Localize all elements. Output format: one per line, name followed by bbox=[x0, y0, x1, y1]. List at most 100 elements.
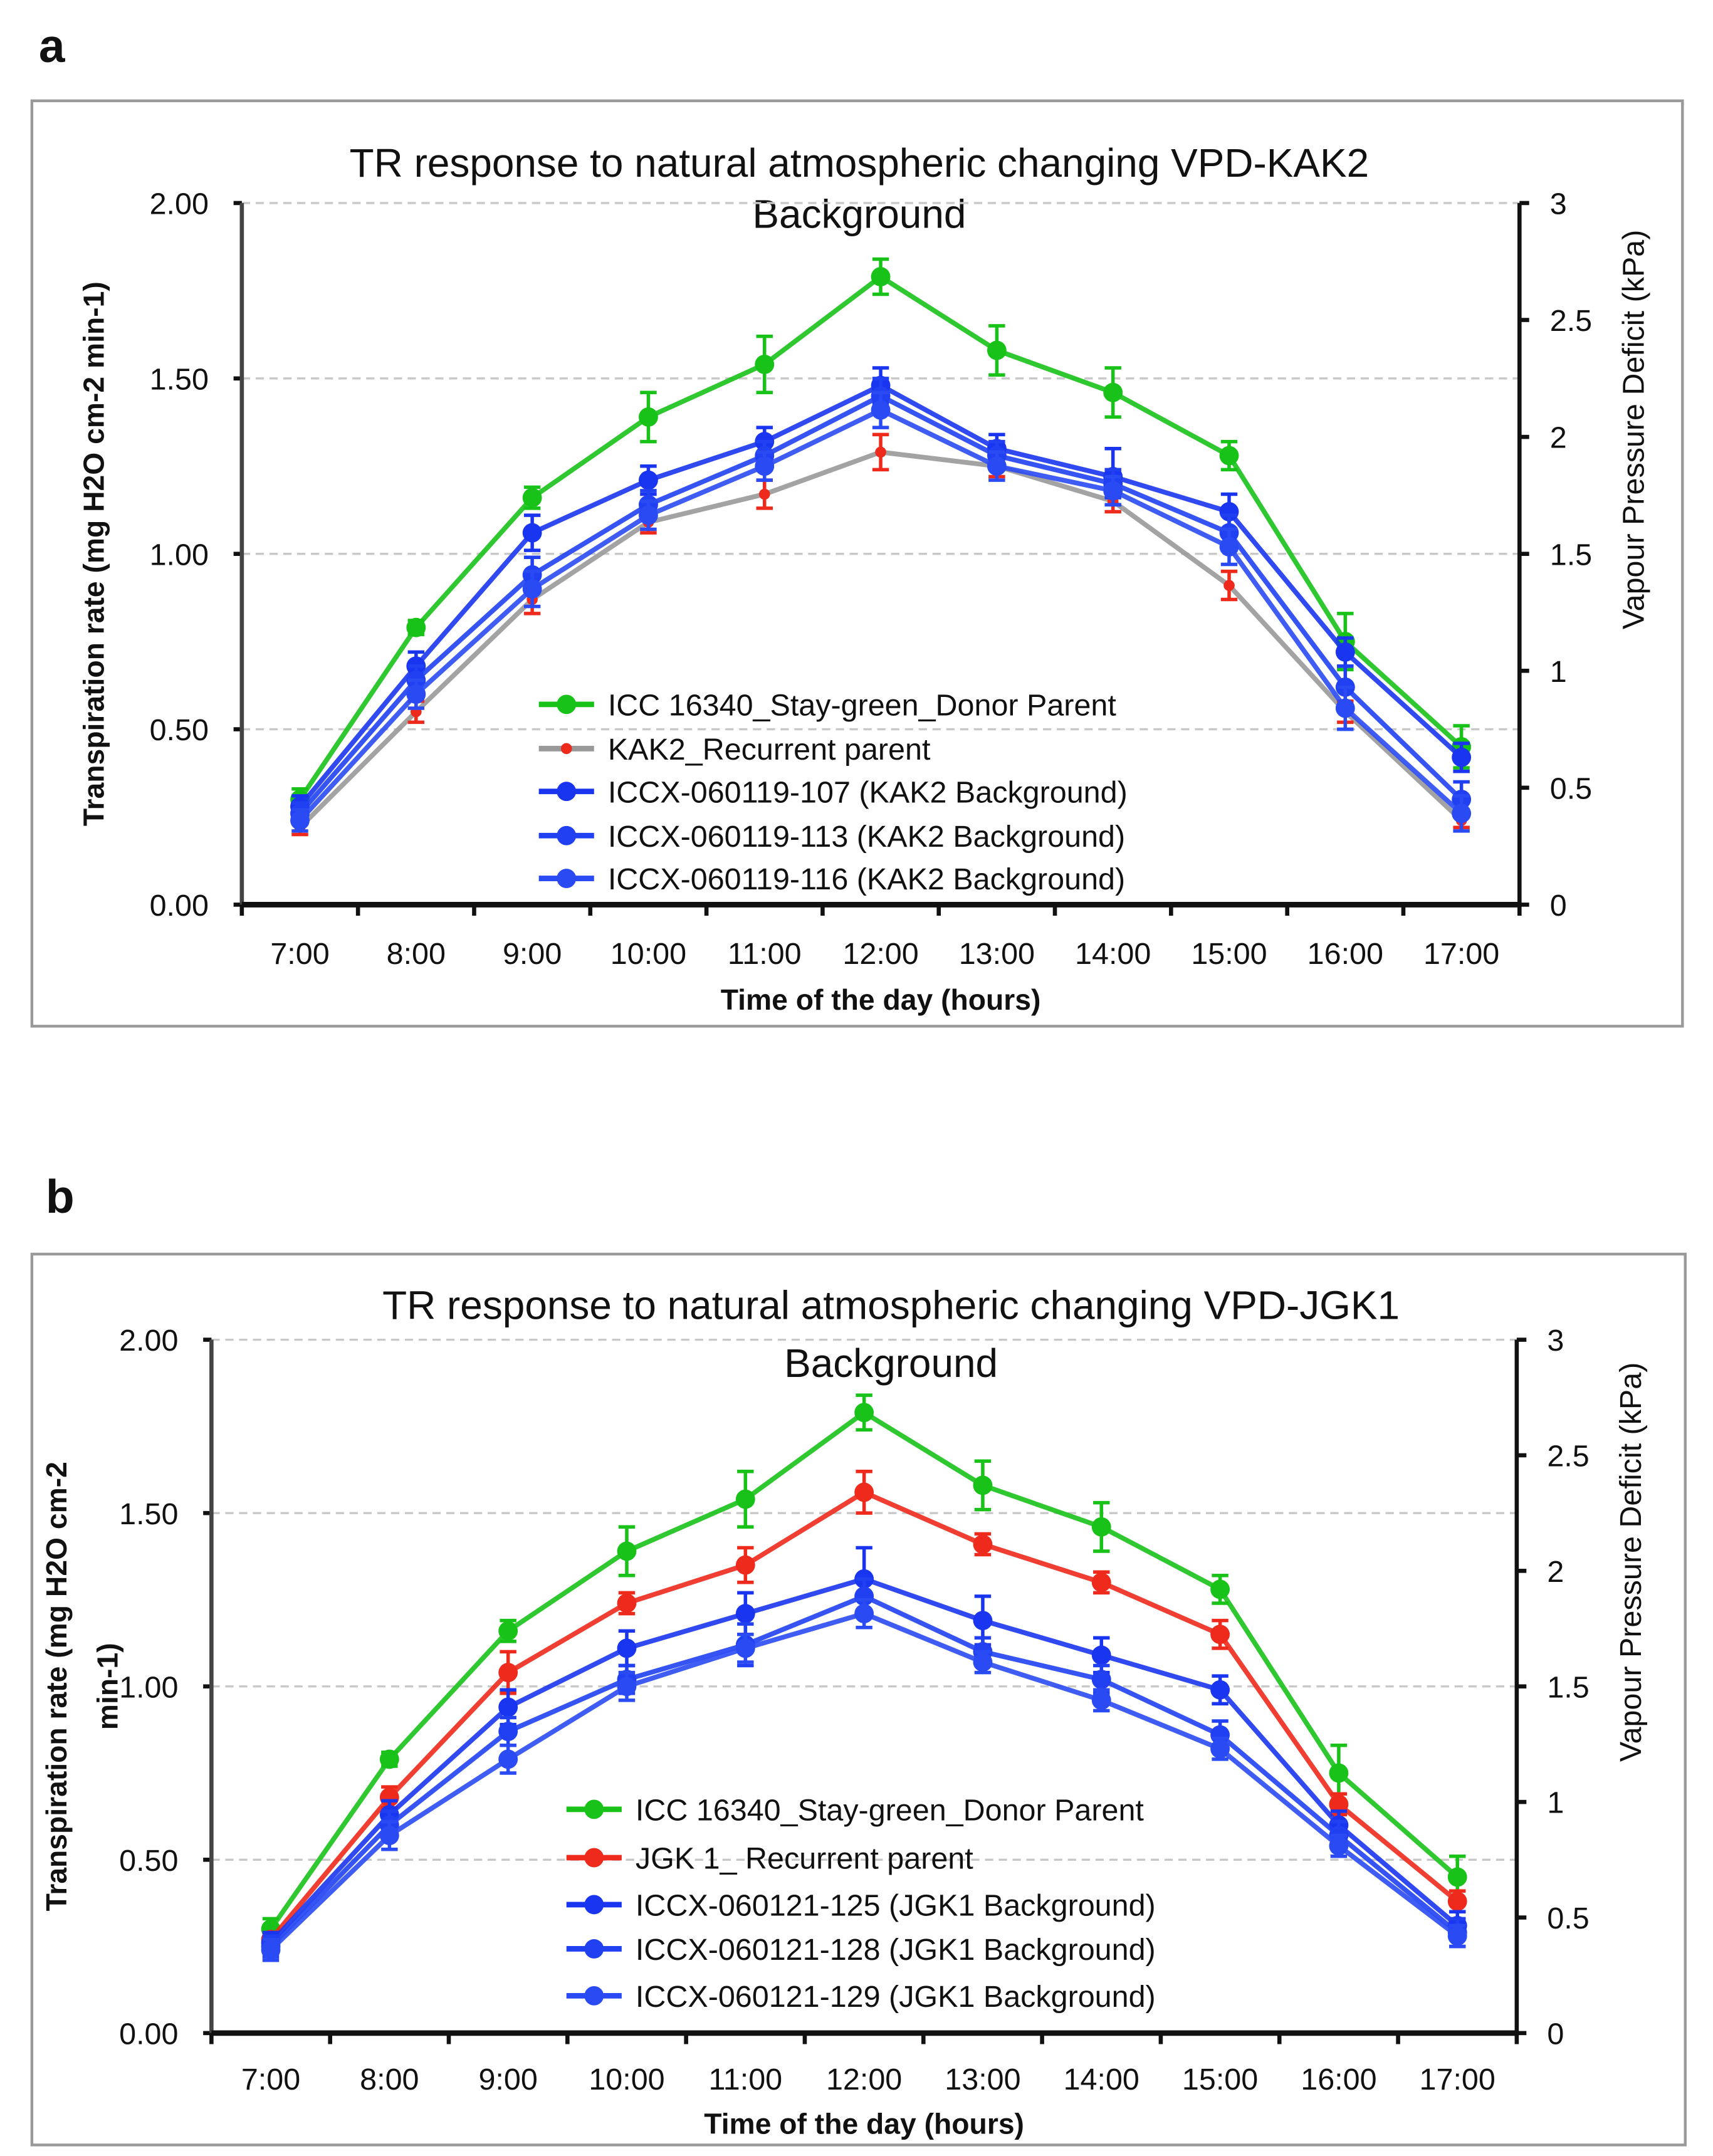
legend-marker bbox=[557, 869, 577, 888]
x-tick-label: 17:00 bbox=[1420, 2063, 1496, 2096]
data-point bbox=[1210, 1625, 1230, 1645]
x-tick-label: 16:00 bbox=[1301, 2063, 1376, 2096]
y2-tick-label: 0.5 bbox=[1550, 772, 1592, 805]
y-tick-label: 2.00 bbox=[119, 1324, 178, 1358]
data-point bbox=[1447, 1867, 1467, 1887]
legend-marker bbox=[557, 694, 577, 714]
legend-marker bbox=[584, 1895, 604, 1915]
series-4 bbox=[290, 390, 1472, 833]
y2-tick-label: 0.5 bbox=[1547, 1902, 1589, 1935]
data-point bbox=[498, 1663, 518, 1683]
x-tick-label: 11:00 bbox=[708, 2063, 782, 2096]
data-point bbox=[973, 1652, 993, 1672]
legend-entry: ICCX-060121-125 (JGK1 Background) bbox=[636, 1889, 1156, 1923]
data-point bbox=[617, 1677, 637, 1697]
data-point bbox=[1091, 1670, 1111, 1690]
data-point bbox=[1091, 1517, 1111, 1537]
series-0 bbox=[290, 257, 1472, 812]
y-tick-label: 1.00 bbox=[119, 1670, 178, 1704]
y-tick-label: 0.50 bbox=[119, 1844, 178, 1878]
data-point bbox=[735, 1604, 755, 1624]
data-point bbox=[1091, 1573, 1111, 1593]
data-point bbox=[1447, 1892, 1467, 1912]
legend-marker bbox=[557, 782, 577, 802]
x-tick-label: 7:00 bbox=[241, 2063, 300, 2096]
data-point bbox=[871, 267, 891, 286]
y2-tick-label: 1.5 bbox=[1550, 538, 1592, 572]
data-point bbox=[639, 470, 658, 490]
y-tick-label: 1.50 bbox=[150, 362, 209, 396]
x-tick-label: 14:00 bbox=[1075, 937, 1151, 971]
x-tick-label: 9:00 bbox=[503, 937, 562, 971]
data-point bbox=[871, 400, 891, 420]
data-point bbox=[1103, 382, 1123, 402]
data-point bbox=[1447, 1926, 1467, 1946]
y2-tick-label: 0 bbox=[1550, 889, 1567, 923]
y-tick-label: 0.50 bbox=[150, 713, 209, 747]
legend-entry: ICCX-060121-129 (JGK1 Background) bbox=[636, 1980, 1156, 2014]
data-point bbox=[1452, 803, 1472, 824]
data-point bbox=[854, 1482, 874, 1502]
data-point bbox=[735, 1638, 755, 1658]
data-point bbox=[617, 1541, 637, 1561]
x-tick-label: 17:00 bbox=[1423, 937, 1499, 971]
y2-axis-label: Vapour Pressure Deficit (kPa) bbox=[1614, 1363, 1648, 1762]
x-tick-label: 8:00 bbox=[360, 2063, 419, 2096]
data-point bbox=[987, 456, 1007, 476]
data-point bbox=[987, 340, 1007, 360]
y2-tick-label: 1.5 bbox=[1547, 1670, 1589, 1704]
data-point bbox=[1329, 1836, 1349, 1856]
y-axis-label: Transpiration rate (mg H2O cm-2 bbox=[40, 1462, 73, 1911]
data-point bbox=[1091, 1690, 1111, 1710]
data-point bbox=[617, 1593, 637, 1613]
legend-marker bbox=[584, 1986, 604, 2006]
x-tick-label: 10:00 bbox=[589, 2063, 664, 2096]
data-point bbox=[522, 488, 542, 508]
data-point bbox=[973, 1534, 993, 1554]
x-tick-label: 16:00 bbox=[1307, 937, 1383, 971]
data-point bbox=[875, 446, 886, 458]
y2-tick-label: 1 bbox=[1547, 1786, 1564, 1820]
panel-b: b TR response to natural atmospheric cha… bbox=[30, 1170, 1687, 2147]
data-point bbox=[1219, 446, 1239, 466]
x-axis-label: Time of the day (hours) bbox=[704, 2108, 1024, 2140]
data-point bbox=[406, 684, 426, 704]
data-point bbox=[1335, 642, 1355, 662]
x-tick-label: 12:00 bbox=[842, 937, 918, 971]
x-tick-label: 11:00 bbox=[728, 937, 802, 971]
data-point bbox=[758, 488, 770, 500]
data-point bbox=[617, 1638, 637, 1658]
legend-entry: JGK 1_ Recurrent parent bbox=[636, 1842, 973, 1876]
data-point bbox=[522, 579, 542, 599]
x-tick-label: 8:00 bbox=[387, 937, 446, 971]
x-tick-label: 15:00 bbox=[1182, 2063, 1258, 2096]
data-point bbox=[639, 407, 658, 427]
data-point bbox=[755, 355, 775, 374]
data-point bbox=[1210, 1579, 1230, 1599]
data-point bbox=[498, 1749, 518, 1769]
y2-axis-label: Vapour Pressure Deficit (kPa) bbox=[1617, 230, 1651, 630]
data-point bbox=[498, 1621, 518, 1641]
series-4 bbox=[261, 1598, 1467, 1962]
x-tick-label: 13:00 bbox=[959, 937, 1035, 971]
y-tick-label: 0.00 bbox=[119, 2017, 178, 2051]
chart-title: Background bbox=[784, 1341, 998, 1386]
legend-marker bbox=[584, 1939, 604, 1959]
panel-label: b bbox=[46, 1170, 75, 1223]
y2-tick-label: 2 bbox=[1547, 1555, 1564, 1589]
data-point bbox=[1091, 1645, 1111, 1665]
x-tick-label: 14:00 bbox=[1064, 2063, 1139, 2096]
chart-frame bbox=[30, 1252, 1687, 2147]
y2-tick-label: 2.5 bbox=[1547, 1440, 1589, 1473]
x-tick-label: 9:00 bbox=[478, 2063, 537, 2096]
data-point bbox=[973, 1611, 993, 1631]
y-tick-label: 0.00 bbox=[150, 889, 209, 923]
data-point bbox=[755, 456, 775, 476]
legend-entry: ICCX-060119-113 (KAK2 Background) bbox=[608, 820, 1125, 854]
y-tick-label: 1.50 bbox=[119, 1497, 178, 1531]
legend-entry: ICC 16340_Stay-green_Donor Parent bbox=[608, 689, 1117, 723]
legend-entry: ICCX-060119-116 (KAK2 Background) bbox=[608, 862, 1125, 896]
legend-entry: KAK2_Recurrent parent bbox=[608, 733, 931, 767]
data-point bbox=[735, 1555, 755, 1575]
y-axis-label: min-1) bbox=[92, 1643, 124, 1730]
